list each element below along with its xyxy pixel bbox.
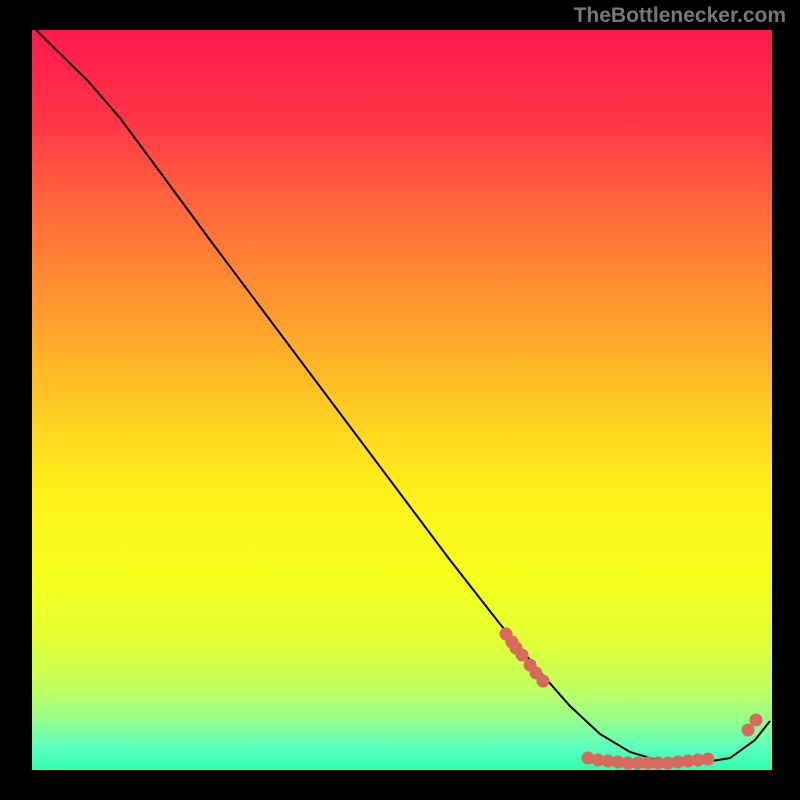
data-marker xyxy=(537,675,550,688)
chart-svg xyxy=(0,0,800,800)
chart-container: TheBottlenecker.com xyxy=(0,0,800,800)
watermark-text: TheBottlenecker.com xyxy=(574,4,786,28)
data-marker xyxy=(702,753,715,766)
data-marker xyxy=(750,714,763,727)
plot-background xyxy=(32,30,772,770)
